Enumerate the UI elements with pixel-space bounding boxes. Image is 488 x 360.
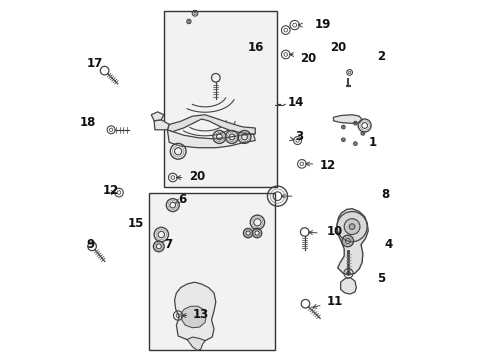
FancyBboxPatch shape [149,193,274,350]
Circle shape [348,224,354,229]
Polygon shape [167,130,255,148]
Text: 12: 12 [319,159,335,172]
Text: 16: 16 [247,41,264,54]
Text: 17: 17 [86,57,103,70]
Text: 20: 20 [300,51,316,64]
Text: 18: 18 [80,116,96,129]
Circle shape [336,212,366,242]
Text: 6: 6 [178,193,186,206]
FancyBboxPatch shape [163,12,276,187]
Text: 3: 3 [294,130,302,144]
Text: 20: 20 [330,41,346,54]
Polygon shape [187,337,204,350]
Text: 13: 13 [192,308,208,321]
Text: 1: 1 [367,136,376,149]
Text: 4: 4 [384,238,392,251]
Text: 14: 14 [287,96,303,109]
Text: 5: 5 [376,272,385,285]
Polygon shape [181,306,206,328]
Polygon shape [333,115,362,123]
Text: 9: 9 [86,238,95,251]
Polygon shape [151,112,163,121]
Polygon shape [336,209,367,275]
Text: 2: 2 [376,50,385,63]
Polygon shape [340,278,356,294]
Polygon shape [167,115,255,134]
Text: 20: 20 [188,170,205,183]
Text: 11: 11 [326,296,343,309]
Circle shape [344,219,359,234]
Text: 8: 8 [380,188,388,201]
Text: 15: 15 [128,216,144,230]
Polygon shape [154,120,169,130]
Text: 10: 10 [326,225,343,238]
Text: 12: 12 [102,184,119,197]
Text: 19: 19 [314,18,330,31]
Text: 7: 7 [163,238,172,251]
Polygon shape [174,282,215,341]
